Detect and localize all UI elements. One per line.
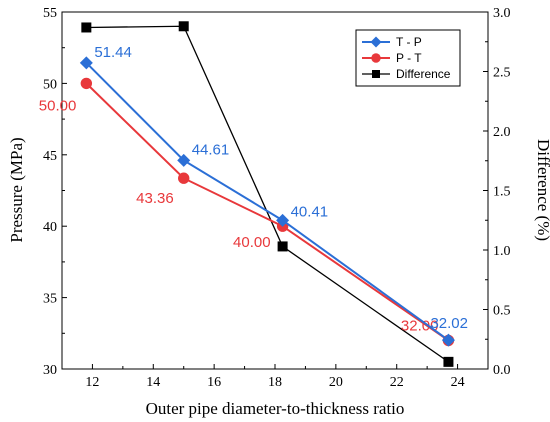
data-point [81,22,92,33]
series-layer: 50.00 43.36 40.00 32.00 51.44 44.61 40.41 32.02 [39,21,468,367]
data-point [80,77,93,90]
x-tick-label: 14 [146,375,160,390]
legend-marker [372,70,380,78]
data-point [177,153,191,167]
series-t-p: 51.44 44.61 40.41 32.02 [79,44,468,347]
y-tick-label: 45 [43,149,57,164]
data-point [441,333,455,347]
x-tick-label: 24 [451,375,465,390]
series-line [86,25,449,363]
data-point [178,21,189,32]
legend-label: P - T [396,51,422,65]
data-point [277,241,288,252]
x-tick-label: 16 [207,375,221,390]
y-tick-label: 55 [43,6,57,21]
y2-tick-label: 0.0 [493,363,511,378]
y-tick-label: 30 [43,363,57,378]
legend-marker [370,36,382,48]
ticks: 12 14 16 18 20 22 24 30 35 40 45 50 55 0.0 0.5 1.0 1.5 2.… [43,6,511,390]
series-line [85,82,450,342]
data-label: 32.02 [430,315,468,332]
x-axis-label: Outer pipe diameter-to-thickness ratio [146,399,405,418]
legend-entry: P - T [362,51,422,65]
legend-label: T - P [396,35,422,49]
y2-tick-label: 0.5 [493,304,511,319]
y-tick-label: 35 [43,292,57,307]
data-point [79,56,93,70]
data-label: 51.44 [94,44,132,61]
data-label: 43.36 [136,190,174,207]
data-label: 40.41 [291,203,329,220]
legend-entry: T - P [362,35,422,49]
data-label: 50.00 [39,97,77,114]
y2-tick-label: 3.0 [493,6,511,21]
series-difference [81,21,454,367]
data-label: 32.00 [401,317,439,334]
y-tick-label: 50 [43,77,57,92]
data-point [276,213,290,227]
y-tick-label: 40 [43,220,57,235]
legend-label: Difference [396,67,451,81]
data-label: 40.00 [233,234,271,251]
y2-tick-label: 2.5 [493,66,511,81]
legend: T - P P - T Difference [355,29,461,87]
data-point [443,356,454,367]
y2-tick-label: 2.0 [493,125,511,140]
series-line [85,62,450,341]
y2-axis-label: Difference (%) [534,139,550,241]
y-axis-label: Pressure (MPa) [7,137,26,242]
y2-tick-label: 1.5 [493,185,511,200]
x-tick-label: 18 [268,375,282,390]
data-point [178,172,190,184]
data-label: 44.61 [192,141,230,158]
legend-marker [371,53,381,63]
x-tick-label: 20 [329,375,343,390]
legend-entry: Difference [362,67,451,81]
y2-tick-label: 1.0 [493,244,511,259]
series-p-t: 50.00 43.36 40.00 32.00 [39,77,455,347]
x-tick-label: 22 [390,375,404,390]
x-tick-label: 12 [85,375,99,390]
